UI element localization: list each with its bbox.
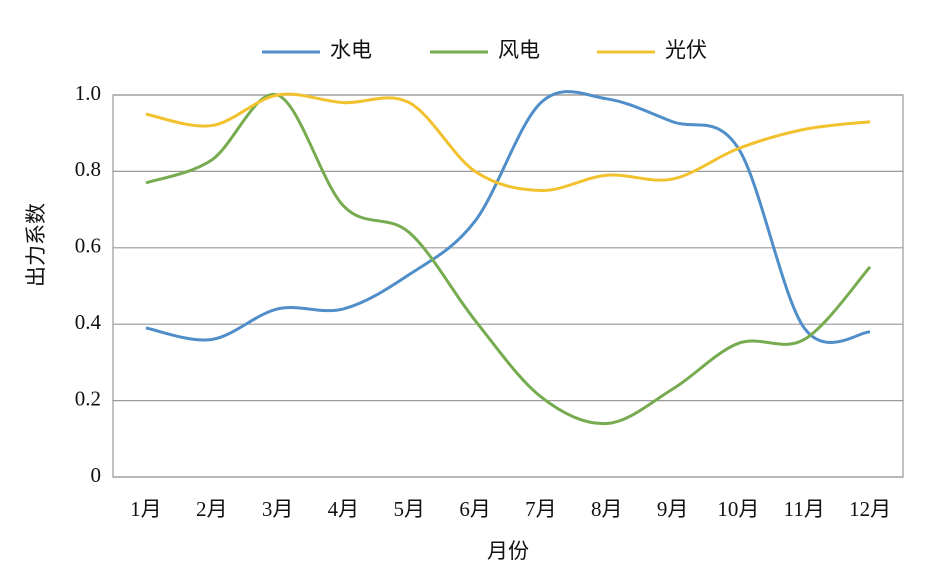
- x-tick-label: 7月: [525, 497, 557, 521]
- series-line: [145, 92, 871, 193]
- x-tick-label: 9月: [657, 497, 689, 521]
- x-tick-label: 2月: [196, 497, 228, 521]
- x-tick-label: 4月: [328, 497, 360, 521]
- x-tick-label: 8月: [591, 497, 623, 521]
- legend-label: 光伏: [665, 38, 707, 62]
- series-line: [145, 90, 871, 344]
- x-tick-label: 5月: [394, 497, 426, 521]
- y-tick-label: 1.0: [75, 81, 101, 105]
- x-tick-label: 12月: [849, 497, 891, 521]
- x-tick-label: 10月: [717, 497, 759, 521]
- plot-border: [112, 94, 904, 478]
- y-tick-label: 0.6: [75, 234, 101, 258]
- x-tick-label: 3月: [262, 497, 294, 521]
- x-tick-label: 1月: [130, 497, 162, 521]
- y-axis-label: 出力系数: [24, 203, 48, 287]
- series-line: [145, 92, 872, 426]
- legend-label: 水电: [330, 38, 372, 62]
- x-tick-label: 6月: [459, 497, 491, 521]
- y-tick-label: 0: [91, 463, 102, 487]
- x-tick-label: 11月: [784, 497, 825, 521]
- x-axis-label: 月份: [487, 539, 529, 563]
- y-tick-label: 0.2: [75, 386, 101, 410]
- legend-label: 风电: [498, 38, 540, 62]
- y-tick-label: 0.4: [75, 310, 102, 334]
- y-tick-label: 0.8: [75, 157, 101, 181]
